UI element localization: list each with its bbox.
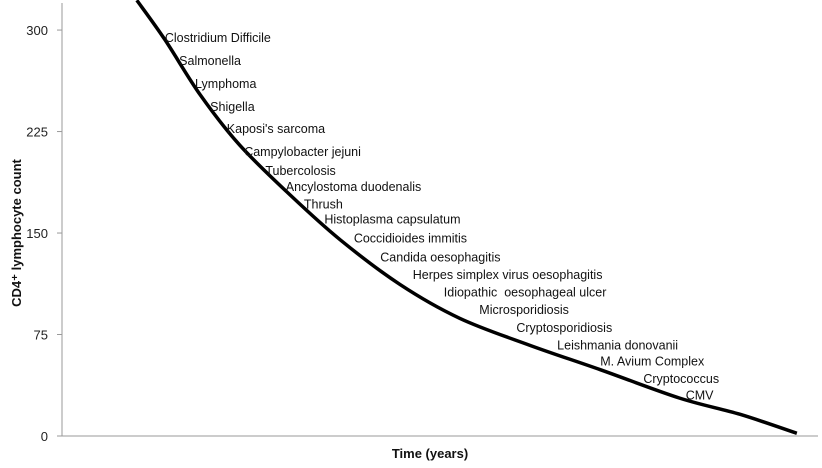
annotation-label: Lymphoma <box>195 77 256 91</box>
annotation-label: Kaposi's sarcoma <box>227 122 325 136</box>
cd4-curve <box>135 0 798 435</box>
annotation-label: Salmonella <box>179 54 241 68</box>
x-axis-label: Time (years) <box>392 446 468 461</box>
axes <box>57 3 818 437</box>
annotation-label: Histoplasma capsulatum <box>324 213 460 227</box>
annotation-label: Cryptosporidiosis <box>516 321 612 335</box>
annotation-label: Campylobacter jejuni <box>244 145 361 159</box>
annotation-label: Herpes simplex virus oesophagitis <box>413 268 603 282</box>
annotation-label: Clostridium Difficile <box>165 31 271 45</box>
y-axis-label: CD4⁺ lymphocyte count <box>9 158 24 306</box>
annotation-label: Shigella <box>210 100 255 114</box>
annotation-label: Tubercolosis <box>265 164 335 178</box>
y-tick-label: 0 <box>41 429 48 444</box>
y-tick-label: 225 <box>26 125 48 140</box>
y-tick-label: 300 <box>26 23 48 38</box>
annotation-label: Cryptococcus <box>643 372 719 386</box>
annotation-label: Thrush <box>304 198 343 212</box>
annotation-label: Microsporidiosis <box>479 303 569 317</box>
annotation-label: Idiopathic oesophageal ulcer <box>444 286 607 300</box>
annotation-label: Ancylostoma duodenalis <box>286 180 422 194</box>
annotations: Clostridium Difficile Salmonella Lymphoma S… <box>165 31 719 402</box>
y-tick-labels: 0 75 150 225 300 <box>26 23 48 444</box>
y-tick-label: 150 <box>26 226 48 241</box>
annotation-label: Candida oesophagitis <box>380 250 500 264</box>
annotation-label: M. Avium Complex <box>600 355 705 369</box>
annotation-label: Leishmania donovanii <box>557 338 678 352</box>
annotation-label: CMV <box>686 388 714 402</box>
annotation-label: Coccidioides immitis <box>354 231 467 245</box>
y-tick-label: 75 <box>34 328 48 343</box>
